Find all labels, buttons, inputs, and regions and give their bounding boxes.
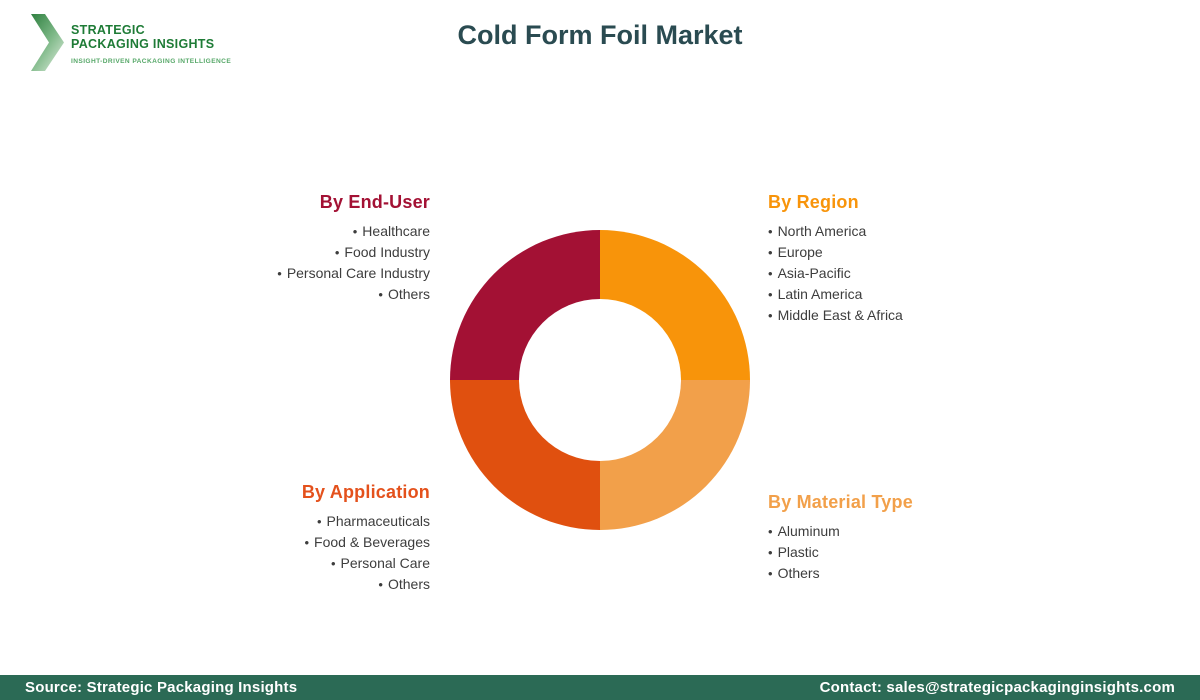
- bullet-icon: •: [316, 514, 322, 529]
- section-region: By Region • North America • Europe • Asia-P…: [768, 192, 1068, 326]
- brand-line-1: STRATEGIC: [71, 23, 145, 37]
- bullet-icon: •: [768, 224, 773, 239]
- bullet-icon: •: [334, 245, 340, 260]
- brand-tagline: INSIGHT-DRIVEN PACKAGING INTELLIGENCE: [71, 58, 232, 65]
- list-item: • Middle East & Africa: [768, 307, 903, 323]
- section-end-user-list: • Healthcare • Food Industry • Personal Car…: [130, 221, 430, 305]
- page-title: Cold Form Foil Market: [457, 20, 743, 50]
- bullet-icon: •: [304, 535, 310, 550]
- list-item: • Aluminum: [768, 523, 840, 539]
- list-item: • Europe: [768, 244, 823, 260]
- section-end-user-heading: By End-User: [319, 192, 430, 212]
- list-item: • Asia-Pacific: [768, 265, 851, 281]
- section-material: By Material Type • Aluminum • Plastic • Oth…: [768, 492, 1068, 584]
- bullet-icon: •: [768, 524, 773, 539]
- bullet-icon: •: [330, 556, 336, 571]
- section-region-heading: By Region: [768, 192, 859, 212]
- bullet-icon: •: [768, 245, 773, 260]
- list-item: • Plastic: [768, 544, 819, 560]
- section-application-heading: By Application: [301, 482, 430, 502]
- bullet-icon: •: [768, 308, 773, 323]
- bullet-icon: •: [768, 566, 773, 581]
- footer-bar: Source: Strategic Packaging Insights Con…: [0, 675, 1200, 700]
- list-item: • Latin America: [768, 286, 863, 302]
- list-item: • Others: [378, 286, 430, 302]
- donut-hole: [519, 299, 681, 461]
- list-item: • Personal Care: [330, 555, 430, 571]
- section-material-list: • Aluminum • Plastic • Others: [768, 521, 1068, 584]
- brand-text: STRATEGIC PACKAGING INSIGHTS INSIGHT-DRI…: [71, 14, 231, 65]
- bullet-icon: •: [378, 577, 383, 592]
- list-item: • Food Industry: [334, 244, 430, 260]
- section-application: By Application • Pharmaceuticals • Food & …: [130, 482, 430, 595]
- list-item: • Personal Care Industry: [277, 265, 430, 281]
- bullet-icon: •: [277, 266, 282, 281]
- bullet-icon: •: [768, 545, 773, 560]
- brand-logo: STRATEGIC PACKAGING INSIGHTS INSIGHT-DRI…: [30, 14, 231, 71]
- section-application-list: • Pharmaceuticals • Food & Beverages • Pers…: [130, 511, 430, 595]
- list-item: • Food & Beverages: [304, 534, 430, 550]
- bullet-icon: •: [378, 287, 383, 302]
- footer-contact: Contact: sales@strategicpackaginginsight…: [819, 679, 1175, 696]
- footer-source: Source: Strategic Packaging Insights: [25, 679, 298, 696]
- list-item: • North America: [768, 223, 867, 239]
- bullet-icon: •: [768, 287, 773, 302]
- section-region-list: • North America • Europe • Asia-Pacific • La…: [768, 221, 1068, 326]
- chevron-right-icon: [31, 14, 64, 71]
- bullet-icon: •: [352, 224, 358, 239]
- bullet-icon: •: [768, 266, 773, 281]
- list-item: • Others: [768, 565, 820, 581]
- list-item: • Healthcare: [352, 223, 430, 239]
- brand-line-2: PACKAGING INSIGHTS: [71, 37, 215, 51]
- section-material-heading: By Material Type: [768, 492, 913, 512]
- list-item: • Pharmaceuticals: [316, 513, 430, 529]
- donut-chart: [450, 230, 750, 530]
- list-item: • Others: [378, 576, 430, 592]
- section-end-user: By End-User • Healthcare • Food Industry •…: [130, 192, 430, 305]
